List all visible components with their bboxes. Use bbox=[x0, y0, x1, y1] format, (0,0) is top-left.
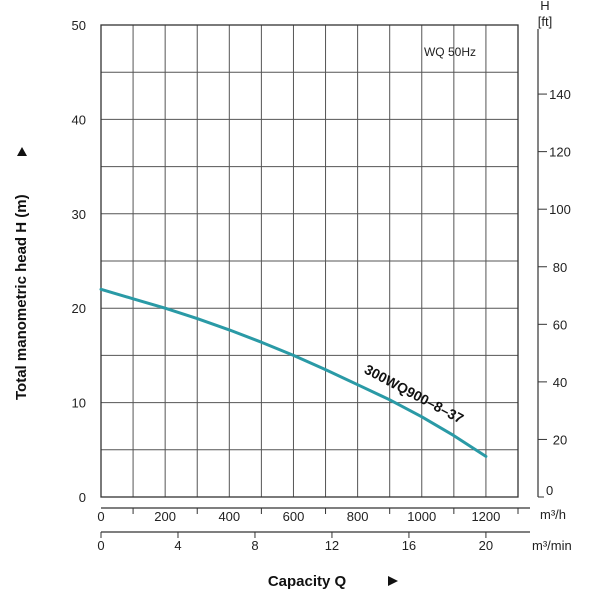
x-tick-label-m3min: 20 bbox=[479, 538, 493, 553]
y2-tick-label: 60 bbox=[553, 317, 567, 332]
x-axis-arrow-icon bbox=[388, 576, 398, 586]
x-tick-label-m3min: 12 bbox=[325, 538, 339, 553]
y-tick-label: 40 bbox=[72, 112, 86, 127]
y-tick-label: 10 bbox=[72, 396, 86, 411]
y-tick-label: 30 bbox=[72, 207, 86, 222]
plot-frame bbox=[100, 24, 519, 498]
chart-annotation: WQ 50Hz bbox=[424, 45, 476, 59]
y2-axis-label: H bbox=[540, 0, 549, 13]
y2-tick-label: 0 bbox=[546, 483, 553, 498]
y2-tick-label: 40 bbox=[553, 375, 567, 390]
x-axis-unit-m3h: m³/h bbox=[540, 507, 566, 522]
y2-tick-label: 100 bbox=[549, 202, 571, 217]
x-axis-unit-m3min: m³/min bbox=[532, 538, 572, 553]
y-tick-label: 50 bbox=[72, 18, 86, 33]
y-axis-arrow-icon bbox=[17, 147, 27, 156]
y2-tick-label: 120 bbox=[549, 145, 571, 160]
y2-tick-label: 20 bbox=[553, 432, 567, 447]
x-tick-label-m3h: 1000 bbox=[407, 509, 436, 524]
y-tick-label: 20 bbox=[72, 301, 86, 316]
x-tick-label-m3h: 0 bbox=[97, 509, 104, 524]
x-tick-label-m3h: 200 bbox=[154, 509, 176, 524]
chart-grid bbox=[100, 24, 519, 498]
x-tick-label-m3h: 600 bbox=[283, 509, 305, 524]
x-tick-label-m3h: 800 bbox=[347, 509, 369, 524]
x-tick-label-m3h: 1200 bbox=[471, 509, 500, 524]
x-tick-label-m3min: 0 bbox=[97, 538, 104, 553]
y-tick-label: 0 bbox=[79, 490, 86, 505]
y2-tick-label: 80 bbox=[553, 260, 567, 275]
x-tick-label-m3min: 8 bbox=[251, 538, 258, 553]
curve-line bbox=[99, 287, 488, 458]
x-axis-label: Capacity Q bbox=[268, 573, 347, 590]
x-tick-label-m3min: 16 bbox=[402, 538, 416, 553]
y2-axis-unit: [ft] bbox=[538, 14, 552, 29]
x-tick-label-m3min: 4 bbox=[174, 538, 181, 553]
x-tick-label-m3h: 400 bbox=[218, 509, 240, 524]
y2-tick-label: 140 bbox=[549, 87, 571, 102]
y-axis-label: Total manometric head H (m) bbox=[13, 194, 30, 400]
